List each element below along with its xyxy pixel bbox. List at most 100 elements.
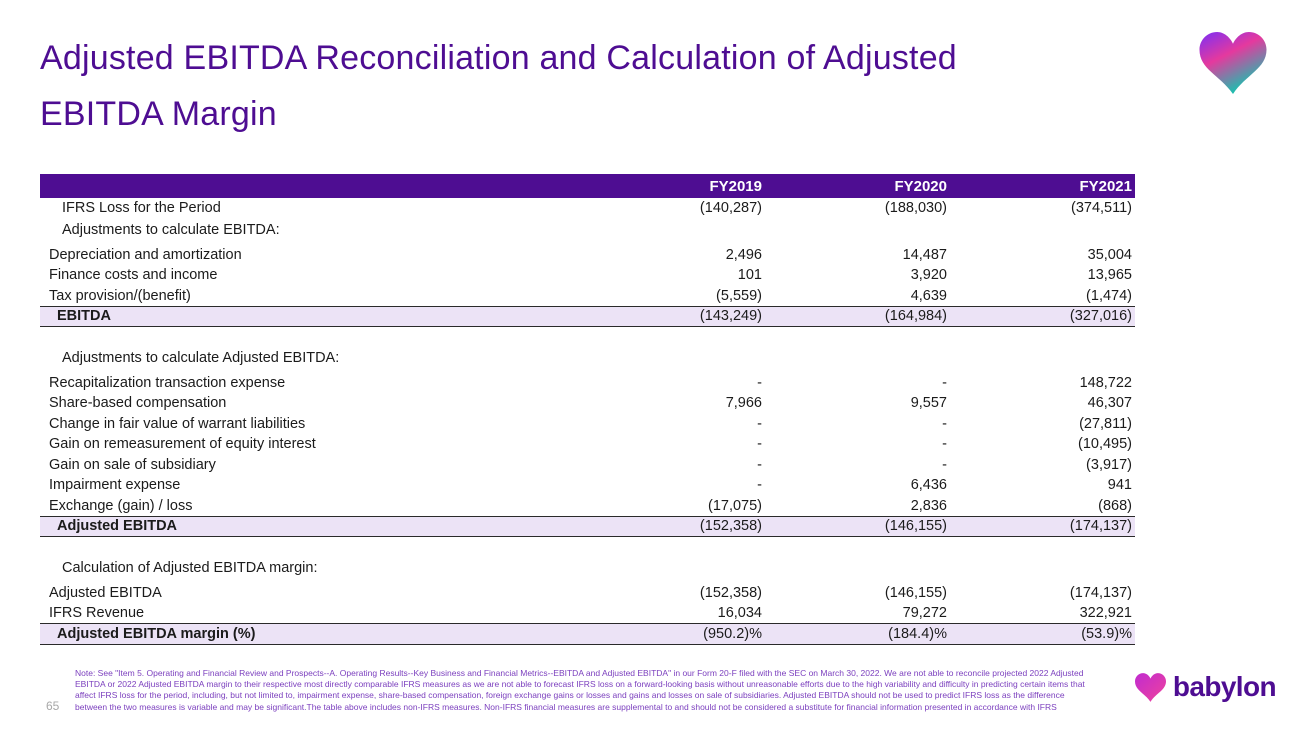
- row-label: Adjusted EBITDA margin (%): [40, 623, 580, 645]
- table-row: IFRS Loss for the Period (140,287) (188,03…: [40, 198, 1135, 219]
- row-value: (53.9)%: [950, 623, 1135, 645]
- row-value: 148,722: [1079, 374, 1132, 391]
- row-value: [765, 347, 950, 373]
- row-value: 4,639: [910, 287, 947, 304]
- row-value: (327,016): [950, 305, 1135, 327]
- row-value: 9,557: [910, 395, 947, 412]
- row-value: 6,436: [910, 477, 947, 494]
- row-value: (374,511): [1071, 200, 1132, 217]
- row-value: (188,030): [884, 200, 947, 217]
- table-row: Depreciation and amortization 2,496 14,487…: [40, 245, 1135, 266]
- page-title-line1: Adjusted EBITDA Reconciliation and Calcu…: [40, 39, 957, 77]
- table-row: Share-based compensation 7,966 9,557 46,307: [40, 393, 1135, 414]
- column-header-empty: [40, 174, 580, 198]
- table-row: Adjustments to calculate Adjusted EBITDA…: [40, 347, 1135, 373]
- column-header-fy2019: FY2019: [580, 174, 765, 198]
- row-value: (140,287): [699, 200, 762, 217]
- row-value: [950, 326, 1135, 347]
- row-value: 2,836: [910, 497, 947, 514]
- row-label: Gain on sale of subsidiary: [49, 456, 216, 473]
- row-value: -: [942, 436, 947, 453]
- row-value: 79,272: [902, 605, 947, 621]
- row-value: -: [757, 374, 762, 391]
- row-value: 16,034: [717, 605, 762, 621]
- row-value: [950, 536, 1135, 557]
- row-label: Tax provision/(benefit): [49, 287, 191, 304]
- row-value: [765, 536, 950, 557]
- babylon-wordmark: babylon: [1172, 671, 1277, 702]
- row-value: 101: [737, 267, 762, 284]
- row-value: [580, 326, 765, 347]
- table-row: Tax provision/(benefit) (5,559) 4,639 (1,47…: [40, 286, 1135, 307]
- row-value: [580, 347, 765, 373]
- row-value: [950, 557, 1135, 583]
- table-row: Adjusted EBITDA (152,358) (146,155) (174,13…: [40, 583, 1135, 604]
- table-row: Recapitalization transaction expense - - 14…: [40, 373, 1135, 394]
- row-value: -: [757, 477, 762, 494]
- table-spacer-row: [40, 536, 1135, 557]
- gradient-heart-icon: [1199, 32, 1267, 94]
- row-value: (174,137): [1069, 584, 1132, 601]
- row-value: (3,917): [1086, 456, 1132, 473]
- table-row: Calculation of Adjusted EBITDA margin:: [40, 557, 1135, 583]
- row-value: -: [942, 415, 947, 432]
- row-value: 3,920: [910, 267, 947, 284]
- row-value: 35,004: [1087, 246, 1132, 263]
- row-value: (10,495): [1077, 436, 1132, 453]
- row-value: (146,155): [884, 584, 947, 601]
- table-row: Adjusted EBITDA margin (%) (950.2)% (184.4…: [40, 623, 1135, 645]
- row-label: IFRS Loss for the Period: [62, 200, 221, 217]
- table-row: EBITDA (143,249) (164,984) (327,016): [40, 305, 1135, 327]
- row-value: -: [942, 374, 947, 391]
- row-value: -: [757, 456, 762, 473]
- row-value: (143,249): [580, 305, 765, 327]
- row-label: Adjustments to calculate Adjusted EBITDA…: [62, 349, 340, 366]
- row-label: Finance costs and income: [49, 267, 218, 284]
- row-value: [765, 557, 950, 583]
- row-label: EBITDA: [40, 305, 580, 327]
- row-value: (152,358): [699, 584, 762, 601]
- row-label: Adjustments to calculate EBITDA:: [62, 221, 280, 238]
- row-label: IFRS Revenue: [49, 605, 145, 621]
- row-label: Gain on remeasurement of equity interest: [49, 436, 316, 453]
- table-header-row: FY2019 FY2020 FY2021: [40, 174, 1135, 198]
- table-row: Finance costs and income 101 3,920 13,965: [40, 265, 1135, 286]
- row-value: (164,984): [765, 305, 950, 327]
- row-value: [765, 326, 950, 347]
- row-value: 46,307: [1087, 395, 1132, 412]
- row-label: [40, 326, 580, 347]
- row-value: [580, 557, 765, 583]
- row-value: 2,496: [725, 246, 762, 263]
- row-label: [40, 536, 580, 557]
- table-spacer-row: [40, 326, 1135, 347]
- table-row: Exchange (gain) / loss (17,075) 2,836 (868): [40, 496, 1135, 517]
- row-value: (27,811): [1079, 415, 1132, 432]
- page-title: Adjusted EBITDA Reconciliation and Calcu…: [40, 30, 957, 142]
- table-row: IFRS Revenue 16,034 79,272 322,921: [40, 603, 1135, 624]
- row-value: (950.2)%: [580, 623, 765, 645]
- row-value: (174,137): [950, 515, 1135, 537]
- table-row: Gain on remeasurement of equity interest…: [40, 434, 1135, 455]
- page-title-line2: EBITDA Margin: [40, 95, 277, 133]
- row-value: (152,358): [580, 515, 765, 537]
- table-row: Change in fair value of warrant liabilit…: [40, 414, 1135, 435]
- row-value: 13,965: [1087, 267, 1132, 284]
- row-value: [580, 219, 765, 245]
- row-label: Impairment expense: [49, 477, 181, 494]
- row-value: -: [942, 456, 947, 473]
- row-label: Change in fair value of warrant liabilit…: [49, 415, 306, 432]
- row-value: (5,559): [716, 287, 762, 304]
- table-row: Impairment expense - 6,436 941: [40, 475, 1135, 496]
- row-value: 322,921: [1079, 605, 1132, 621]
- row-value: (184.4)%: [765, 623, 950, 645]
- row-value: [950, 347, 1135, 373]
- row-value: 7,966: [725, 395, 762, 412]
- row-value: 14,487: [902, 246, 947, 263]
- row-value: -: [757, 415, 762, 432]
- row-value: [580, 536, 765, 557]
- row-value: [765, 219, 950, 245]
- footnote-text: Note: See "Item 5. Operating and Financi…: [75, 668, 1085, 712]
- babylon-logo: babylon: [1134, 671, 1277, 703]
- row-value: [950, 219, 1135, 245]
